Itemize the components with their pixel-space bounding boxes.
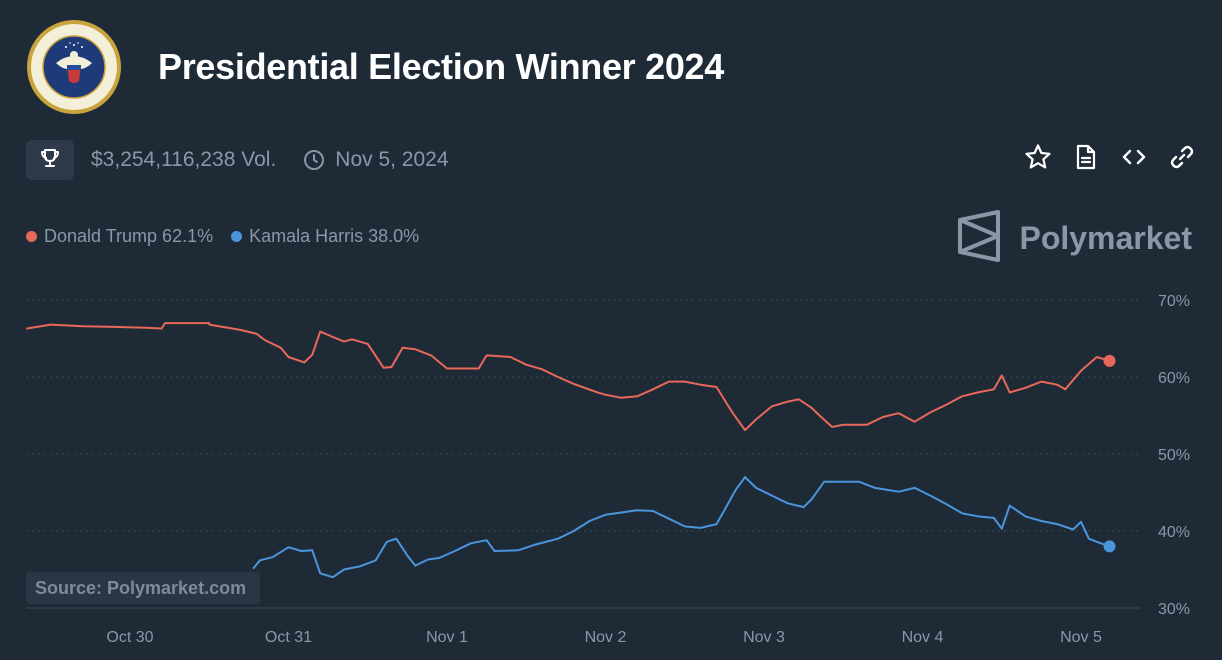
x-tick-label: Oct 31 bbox=[265, 629, 312, 646]
series-endpoint-trump bbox=[1103, 354, 1116, 367]
document-icon bbox=[1074, 143, 1098, 176]
trophy-button[interactable] bbox=[26, 140, 74, 180]
y-tick-label: 60% bbox=[1158, 370, 1190, 387]
star-icon bbox=[1024, 143, 1052, 176]
y-tick-label: 70% bbox=[1158, 293, 1190, 310]
x-tick-label: Nov 1 bbox=[426, 629, 468, 646]
brand-name: Polymarket bbox=[1019, 220, 1192, 256]
favorite-button[interactable] bbox=[1024, 143, 1052, 176]
clock-icon bbox=[303, 149, 325, 171]
source-label: Source: Polymarket.com bbox=[26, 572, 260, 604]
x-tick-label: Nov 4 bbox=[902, 629, 944, 646]
y-tick-label: 30% bbox=[1158, 601, 1190, 618]
market-meta: $3,254,116,238 Vol. Nov 5, 2024 bbox=[26, 140, 449, 180]
legend-dot-trump bbox=[26, 231, 37, 242]
chart-axes: 70% 60% 50% 40% 30% Oct 30 Oct 31 Nov 1 Nov 2 Nov… bbox=[106, 293, 1190, 646]
action-bar bbox=[1024, 143, 1196, 176]
trophy-icon bbox=[39, 147, 61, 174]
series-line-trump bbox=[26, 322, 1111, 432]
chart-gridlines bbox=[26, 299, 1140, 609]
document-button[interactable] bbox=[1072, 144, 1100, 174]
legend-dot-harris bbox=[231, 231, 243, 242]
presidential-seal-icon bbox=[26, 19, 122, 115]
y-tick-label: 40% bbox=[1158, 524, 1190, 541]
legend-label: Kamala Harris 38.0% bbox=[249, 226, 420, 246]
code-icon bbox=[1120, 145, 1148, 174]
polymarket-brand: Polymarket bbox=[957, 210, 1192, 267]
series-endpoint-harris bbox=[1103, 540, 1116, 553]
volume-text: $3,254,116,238 Vol. bbox=[91, 148, 277, 171]
page-title: Presidential Election Winner 2024 bbox=[158, 46, 724, 87]
x-tick-label: Nov 3 bbox=[743, 629, 785, 646]
end-date-text: Nov 5, 2024 bbox=[335, 148, 449, 171]
x-tick-label: Oct 30 bbox=[106, 629, 153, 646]
legend-label: Donald Trump 62.1% bbox=[44, 226, 214, 246]
chart-series bbox=[26, 322, 1116, 579]
y-tick-label: 50% bbox=[1158, 447, 1190, 464]
chart-legend: Donald Trump 62.1% Kamala Harris 38.0% bbox=[26, 226, 419, 247]
link-icon bbox=[1168, 143, 1196, 176]
legend-item-trump: Donald Trump 62.1% bbox=[26, 226, 213, 247]
embed-button[interactable] bbox=[1120, 144, 1148, 174]
legend-item-harris: Kamala Harris 38.0% bbox=[231, 226, 419, 247]
series-line-harris bbox=[252, 476, 1111, 579]
x-tick-label: Nov 5 bbox=[1060, 629, 1102, 646]
copy-link-button[interactable] bbox=[1168, 144, 1196, 174]
x-tick-label: Nov 2 bbox=[585, 629, 627, 646]
polymarket-logo-icon bbox=[957, 210, 1001, 267]
